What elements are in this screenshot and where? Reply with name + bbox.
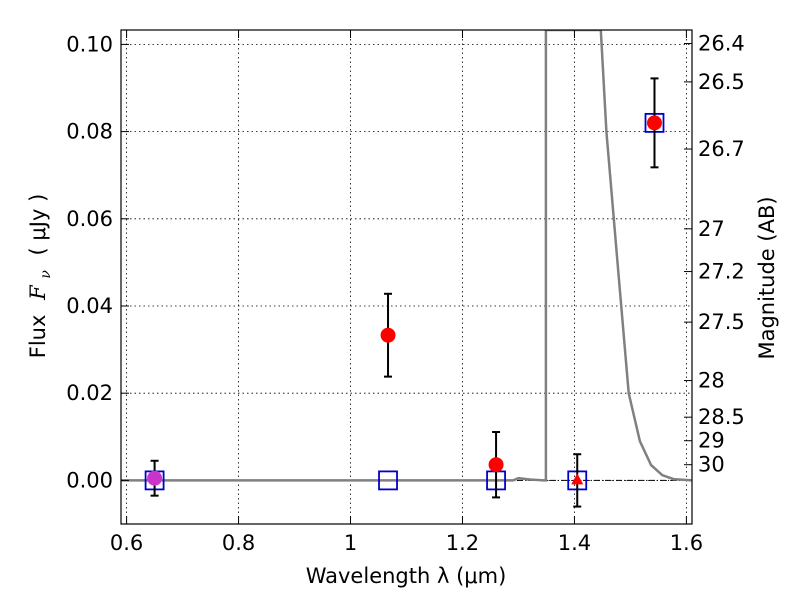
- x-tick-label: 0.8: [222, 531, 255, 555]
- y-tick-label: 0.04: [66, 294, 113, 318]
- plot-area: [121, 30, 692, 508]
- y-tick-label: 0.10: [66, 32, 113, 56]
- y-axis-title-symbol: F: [26, 284, 50, 301]
- axis-ticks: 0.6 0.8 1 1.2 1.4 1.6 0.00 0.02 0.04 0.06 0.08 0.10…: [66, 30, 745, 555]
- right-tick-label: 26.7: [698, 137, 745, 161]
- right-tick-label: 30: [698, 453, 725, 477]
- y-tick-label: 0.08: [66, 120, 113, 144]
- observed-flux-point: [646, 115, 662, 131]
- right-tick-label: 28: [698, 369, 725, 393]
- observed-flux-point: [488, 457, 504, 473]
- svg-text:Flux F ν ( μ: Flux F ν ( μJy ): [26, 194, 55, 359]
- x-tick-label: 1.2: [446, 531, 479, 555]
- x-tick-label: 1.6: [670, 531, 703, 555]
- upper-limit-triangle: [571, 473, 584, 485]
- right-tick-label: 27: [698, 217, 725, 241]
- right-tick-label: 27.5: [698, 310, 745, 334]
- y-tick-label: 0.00: [66, 468, 113, 492]
- right-axis-title: Magnitude (AB): [755, 196, 779, 359]
- x-tick-label: 1.4: [558, 531, 591, 555]
- x-axis-title: Wavelength λ (μm): [306, 564, 507, 588]
- right-tick-label: 28.5: [698, 405, 745, 429]
- y-axis-title-text: Flux: [26, 315, 50, 359]
- right-tick-label: 29: [698, 429, 725, 453]
- observed-flux-point: [380, 327, 396, 343]
- plot-frame: [120, 29, 693, 525]
- right-tick-label: 26.5: [698, 70, 745, 94]
- y-axis-title-subscript: ν: [38, 270, 54, 279]
- grid-lines: [121, 30, 692, 524]
- y-tick-label: 0.06: [66, 207, 113, 231]
- model-flux-square: [378, 470, 398, 491]
- y-tick-label: 0.02: [66, 381, 113, 405]
- x-tick-label: 1: [344, 531, 357, 555]
- y-axis-title: Flux F ν ( μJy ): [26, 194, 55, 359]
- x-tick-label: 0.6: [110, 531, 143, 555]
- observed-flux-point: [147, 470, 163, 486]
- y-axis-title-unit: ( μJy ): [26, 194, 50, 256]
- right-tick-label: 26.4: [698, 32, 745, 56]
- filter-transmission-curve: [121, 30, 692, 482]
- right-tick-label: 27.2: [698, 260, 745, 284]
